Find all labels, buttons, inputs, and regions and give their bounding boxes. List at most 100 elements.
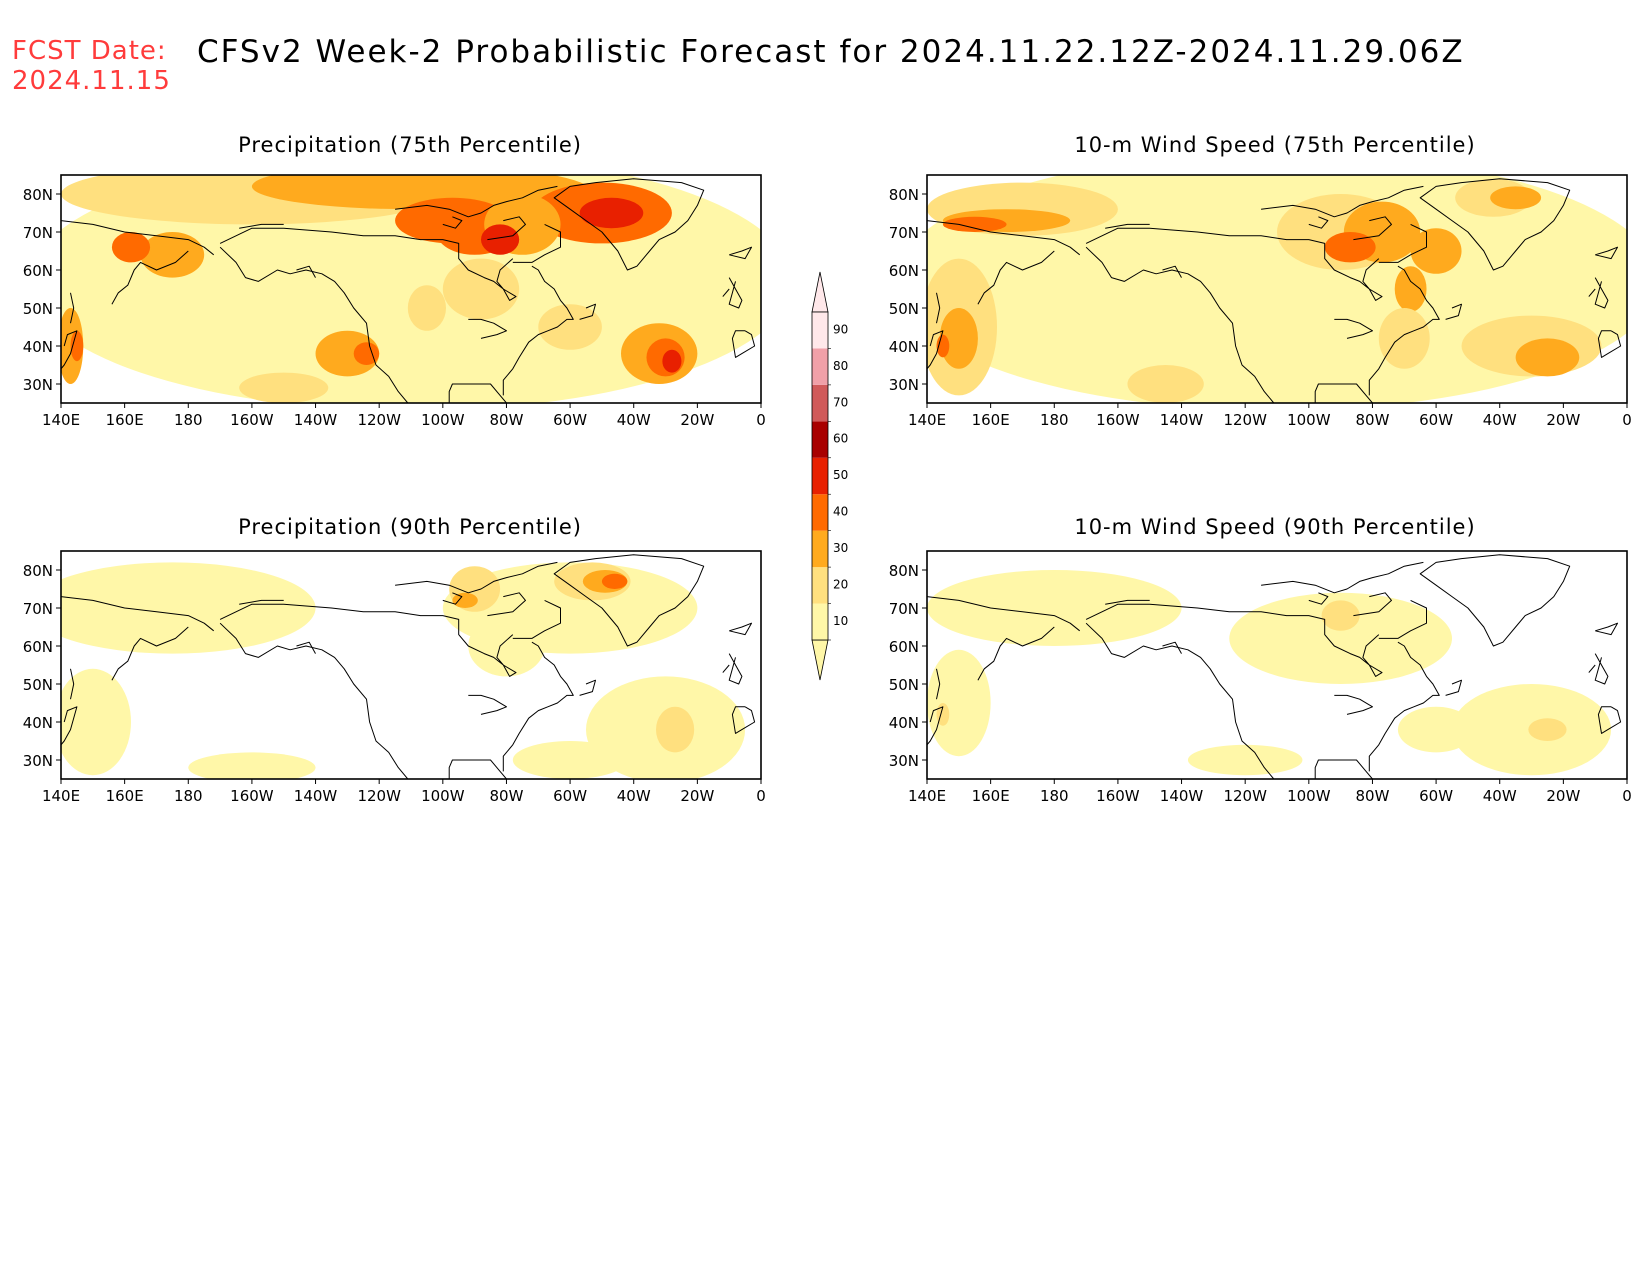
lat-tick-label: 60N xyxy=(889,262,919,280)
probability-shading xyxy=(61,551,761,779)
lon-tick-label: 0 xyxy=(1622,411,1632,429)
panel-title-wind90: 10-m Wind Speed (90th Percentile) xyxy=(1074,515,1476,539)
lon-tick-label: 100W xyxy=(1287,411,1331,429)
lon-tick-label: 140E xyxy=(42,787,80,805)
colorbar-swatch xyxy=(812,494,828,531)
lat-tick-label: 30N xyxy=(889,752,919,770)
probability-shading xyxy=(927,175,1627,403)
lat-tick-label: 70N xyxy=(23,600,53,618)
lat-tick-label: 40N xyxy=(23,714,53,732)
lon-tick-label: 140W xyxy=(1160,787,1204,805)
lon-tick-label: 60W xyxy=(553,411,587,429)
colorbar-swatch xyxy=(812,384,828,422)
lon-tick-label: 80W xyxy=(1355,411,1389,429)
lon-tick-label: 180 xyxy=(174,411,203,429)
panel-title-wind75: 10-m Wind Speed (75th Percentile) xyxy=(1074,133,1476,157)
lon-tick-label: 60W xyxy=(553,787,587,805)
map-frame xyxy=(926,174,1628,404)
probability-shading xyxy=(927,551,1627,779)
lat-tick-label: 80N xyxy=(23,562,53,580)
lon-tick-label: 80W xyxy=(489,787,523,805)
lon-tick-label: 80W xyxy=(1355,787,1389,805)
lat-tick-label: 40N xyxy=(23,338,53,356)
coastlines xyxy=(61,554,756,779)
lon-tick-label: 120W xyxy=(1223,411,1267,429)
colorbar-label: 70 xyxy=(833,395,848,409)
lon-tick-label: 140E xyxy=(908,411,946,429)
lat-tick-label: 40N xyxy=(889,714,919,732)
lon-tick-label: 100W xyxy=(1287,787,1331,805)
forecast-date-value: 2024.11.15 xyxy=(12,66,171,96)
map-panel-precip90: 140E 160E 180 160W 140W 120W 100W 80W 60W 40W 20W 0… xyxy=(23,550,766,805)
lon-tick-label: 140W xyxy=(294,787,338,805)
lat-tick-label: 70N xyxy=(889,600,919,618)
lon-tick-label: 80W xyxy=(489,411,523,429)
lon-tick-label: 160W xyxy=(1096,787,1140,805)
lon-tick-label: 120W xyxy=(1223,787,1267,805)
lon-tick-label: 120W xyxy=(357,411,401,429)
lon-tick-label: 140E xyxy=(908,787,946,805)
coastlines xyxy=(927,554,1622,779)
colorbar-label: 50 xyxy=(833,468,848,482)
lon-tick-label: 40W xyxy=(617,411,651,429)
colorbar-swatch xyxy=(812,348,828,385)
lon-tick-label: 160W xyxy=(1096,411,1140,429)
lon-tick-label: 100W xyxy=(421,787,465,805)
lon-tick-label: 180 xyxy=(174,787,203,805)
lat-tick-label: 50N xyxy=(23,676,53,694)
lon-tick-label: 100W xyxy=(421,411,465,429)
lon-tick-label: 160W xyxy=(230,411,274,429)
map-panel-wind75: 140E 160E 180 160W 140W 120W 100W 80W 60W 40W 20W 0… xyxy=(889,174,1632,429)
colorbar-swatch xyxy=(812,312,828,349)
lon-tick-label: 160E xyxy=(972,411,1010,429)
map-frame xyxy=(60,550,762,780)
lon-tick-label: 40W xyxy=(1483,787,1517,805)
colorbar-label: 20 xyxy=(833,578,848,592)
lat-tick-label: 60N xyxy=(23,262,53,280)
lat-tick-label: 80N xyxy=(889,562,919,580)
map-panel-precip75: 140E 160E 180 160W 140W 120W 100W 80W 60W 40W 20W 0… xyxy=(23,174,766,429)
lat-tick-label: 80N xyxy=(23,186,53,204)
colorbar-label: 40 xyxy=(833,505,848,519)
colorbar-swatch xyxy=(812,603,828,640)
colorbar-swatch xyxy=(812,530,828,568)
coastlines xyxy=(927,178,1622,403)
colorbar-label: 80 xyxy=(833,359,848,373)
lon-tick-label: 20W xyxy=(1546,411,1580,429)
lon-tick-label: 160E xyxy=(106,787,144,805)
lon-tick-label: 20W xyxy=(1546,787,1580,805)
lat-tick-label: 50N xyxy=(889,300,919,318)
lon-tick-label: 180 xyxy=(1040,411,1069,429)
page-title: CFSv2 Week-2 Probabilistic Forecast for … xyxy=(197,34,1465,70)
lat-tick-label: 50N xyxy=(889,676,919,694)
lon-tick-label: 160E xyxy=(972,787,1010,805)
forecast-date-block: FCST Date: 2024.11.15 xyxy=(12,36,171,96)
lon-tick-label: 0 xyxy=(756,787,766,805)
forecast-date-label: FCST Date: xyxy=(12,36,167,66)
lon-tick-label: 140W xyxy=(1160,411,1204,429)
probability-shading xyxy=(61,175,761,403)
lon-tick-label: 60W xyxy=(1419,787,1453,805)
colorbar-low-cap xyxy=(811,639,829,681)
lat-tick-label: 30N xyxy=(23,752,53,770)
lon-tick-label: 40W xyxy=(617,787,651,805)
lat-tick-label: 70N xyxy=(23,224,53,242)
colorbar-swatch xyxy=(812,567,828,604)
lon-tick-label: 180 xyxy=(1040,787,1069,805)
lon-tick-label: 40W xyxy=(1483,411,1517,429)
lon-tick-label: 160W xyxy=(230,787,274,805)
colorbar-label: 10 xyxy=(833,614,848,628)
lat-tick-label: 80N xyxy=(889,186,919,204)
map-frame xyxy=(926,550,1628,780)
colorbar-label: 90 xyxy=(833,322,848,336)
lat-tick-label: 40N xyxy=(889,338,919,356)
colorbar-label: 60 xyxy=(833,432,848,446)
panel-title-precip90: Precipitation (90th Percentile) xyxy=(238,515,582,539)
colorbar: 10 20 30 40 50 60 70 80 90 xyxy=(811,271,848,681)
lat-tick-label: 60N xyxy=(889,638,919,656)
lat-tick-label: 50N xyxy=(23,300,53,318)
colorbar-high-cap xyxy=(811,271,829,313)
lat-tick-label: 30N xyxy=(889,376,919,394)
map-frame xyxy=(60,174,762,404)
